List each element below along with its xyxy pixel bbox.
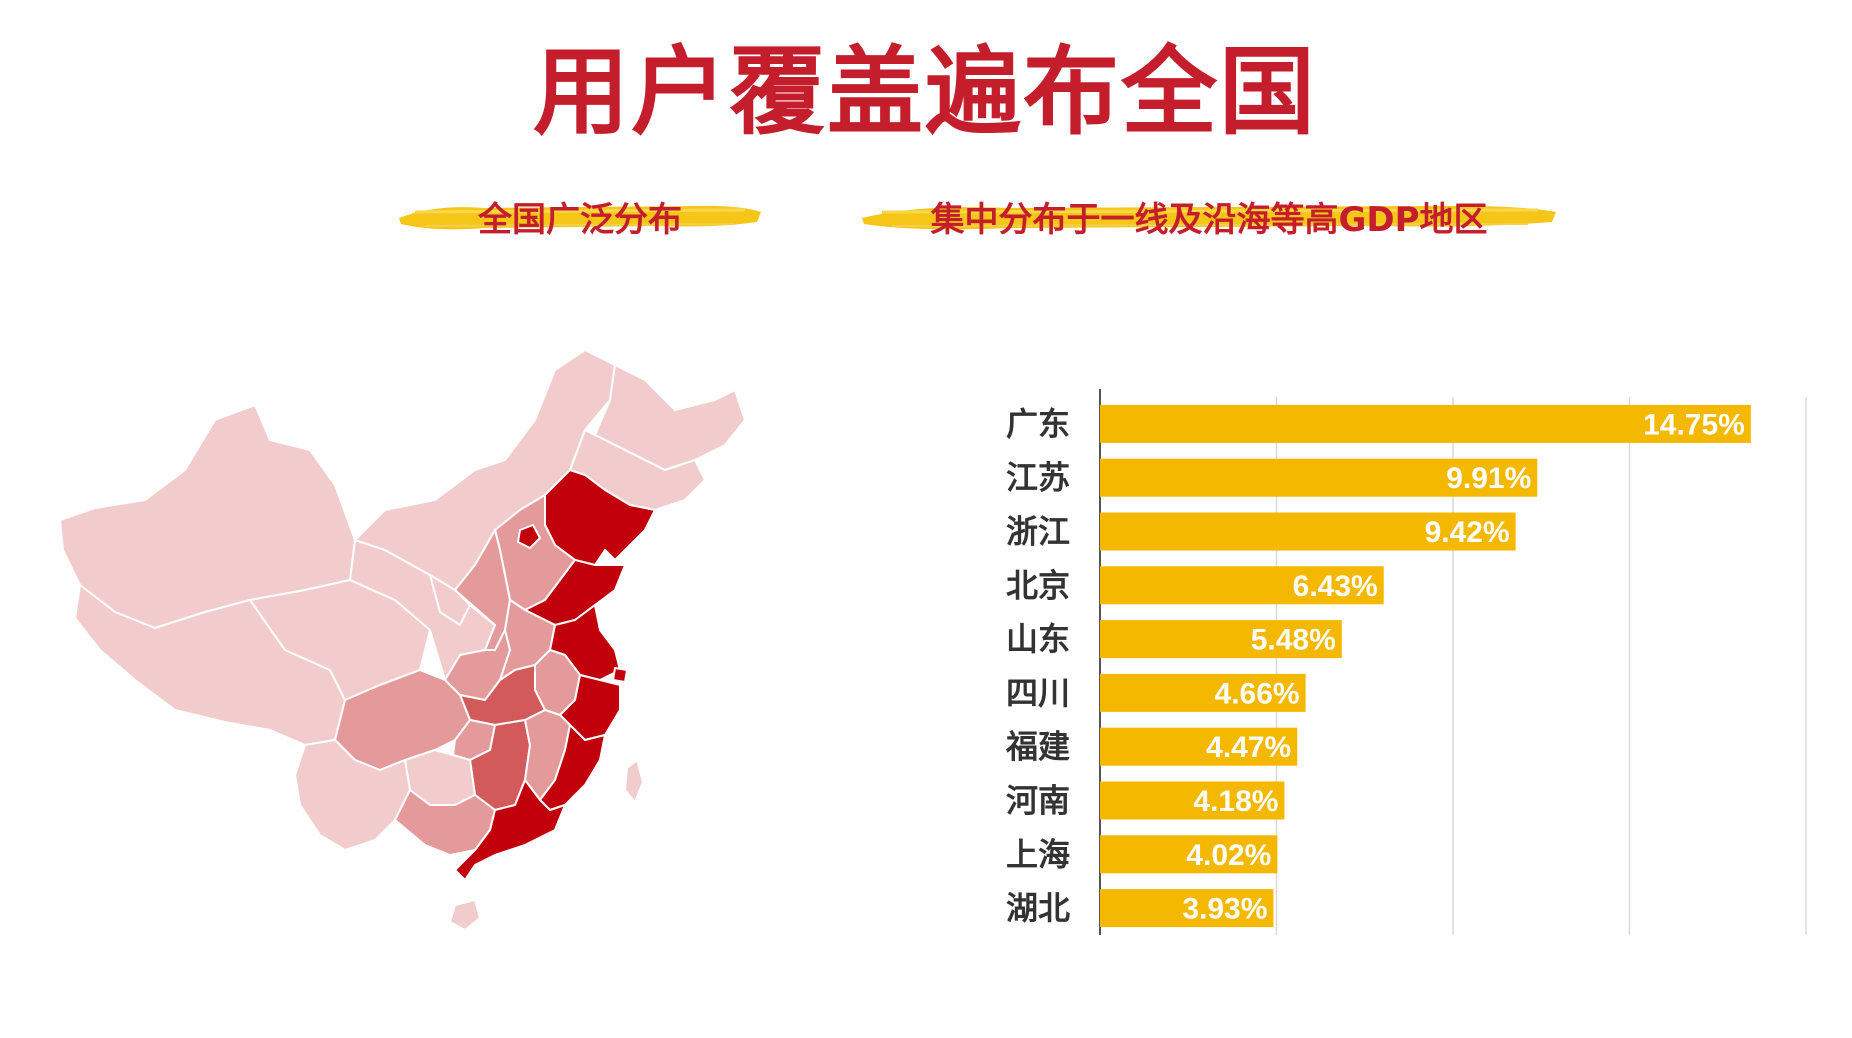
value-label: 14.75% <box>1643 408 1745 441</box>
value-label: 4.47% <box>1206 731 1291 764</box>
category-label: 山东 <box>1006 620 1070 658</box>
value-label: 4.18% <box>1193 785 1278 818</box>
brush-highlight <box>399 205 761 230</box>
bar-4 <box>1100 620 1342 659</box>
category-label: 河南 <box>1006 782 1070 820</box>
china-map <box>55 349 775 980</box>
value-label: 6.43% <box>1293 570 1378 603</box>
bar-8 <box>1100 835 1278 874</box>
category-label: 上海 <box>1006 835 1070 873</box>
bar-chart: 广东 14.75% 江苏 9.91% 浙江 9.42% 北京 6.43% 山东 5.48% 四川 4.… <box>980 385 1810 955</box>
bar-5 <box>1100 673 1306 712</box>
value-label: 4.66% <box>1215 677 1300 710</box>
bar-6 <box>1100 727 1298 766</box>
map-region-ningxia <box>429 574 471 626</box>
category-label: 福建 <box>1005 728 1070 766</box>
map-region-shanghai <box>612 667 628 683</box>
value-label: 4.02% <box>1186 839 1271 872</box>
value-label: 9.42% <box>1425 516 1510 549</box>
category-label: 广东 <box>1006 405 1070 443</box>
category-label: 江苏 <box>1006 459 1070 497</box>
map-region-guangdong <box>454 779 566 881</box>
bar-2 <box>1100 512 1516 551</box>
map-region-hainan <box>449 899 481 931</box>
value-label: 9.91% <box>1446 462 1531 495</box>
bar-0 <box>1100 404 1751 443</box>
value-label: 5.48% <box>1251 624 1336 657</box>
category-label: 北京 <box>1006 566 1070 604</box>
subtitle-right-label: 集中分布于一线及沿海等高GDP地区 <box>930 199 1488 240</box>
bar-7 <box>1100 781 1285 820</box>
subtitle-right: 集中分布于一线及沿海等高GDP地区 <box>858 188 1560 244</box>
page-title: 用户覆盖遍布全国 <box>533 36 1317 148</box>
category-label: 四川 <box>1006 674 1070 712</box>
map-region-beijing <box>517 524 541 549</box>
subtitle-left: 全国广泛分布 <box>395 188 765 244</box>
subtitle-left-label: 全国广泛分布 <box>478 199 682 240</box>
category-label: 湖北 <box>1006 889 1070 927</box>
bar-3 <box>1100 566 1384 605</box>
brush-highlight <box>862 205 1556 230</box>
map-region-taiwan <box>624 759 644 803</box>
value-label: 3.93% <box>1182 893 1267 926</box>
category-label: 浙江 <box>1006 513 1070 551</box>
bar-1 <box>1100 458 1538 497</box>
bar-9 <box>1100 889 1274 928</box>
